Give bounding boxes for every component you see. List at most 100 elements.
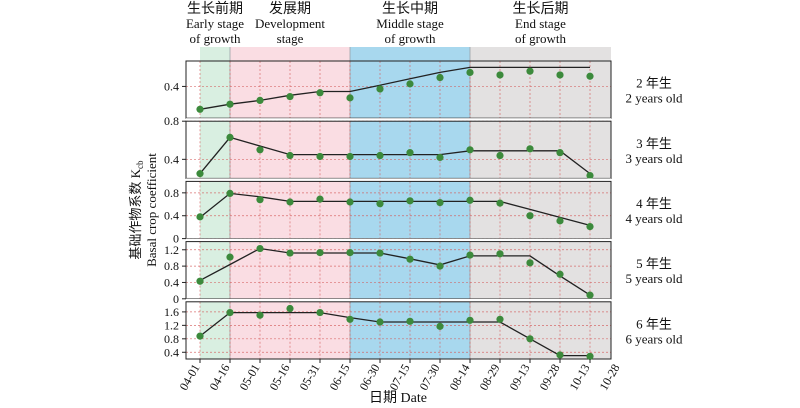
kcb-point xyxy=(346,249,354,257)
kcb-point xyxy=(556,71,564,79)
kcb-point xyxy=(226,133,234,142)
kcb-point xyxy=(226,308,234,317)
x-tick-label: 04-16 xyxy=(206,362,232,393)
kcb-point xyxy=(196,105,204,113)
stage-title-en: End stage xyxy=(515,16,566,31)
kcb-point xyxy=(256,96,264,105)
kcb-point xyxy=(316,195,324,203)
stage-title-en: Development xyxy=(255,16,325,31)
kcb-point xyxy=(256,146,264,154)
x-tick-label: 10-28 xyxy=(596,362,622,393)
stage-title-cn: 发展期 xyxy=(269,1,311,17)
panel-label-cn: 4 年生 xyxy=(636,196,672,211)
x-tick-label: 09-13 xyxy=(506,362,532,393)
kcb-point xyxy=(436,322,444,330)
y-tick-label: 0.4 xyxy=(164,275,179,289)
kcb-point xyxy=(496,71,504,79)
x-tick-label: 07-15 xyxy=(386,362,412,393)
y-axis-title-en: Basal crop coefficient xyxy=(144,153,159,267)
kcb-point xyxy=(496,250,504,258)
kcb-point xyxy=(496,315,504,323)
panel-gap xyxy=(186,298,611,302)
kcb-point xyxy=(556,351,564,359)
kcb-point xyxy=(526,67,534,75)
x-tick-label: 06-15 xyxy=(326,362,352,393)
y-tick-label: 1.2 xyxy=(164,318,179,332)
x-tick-label: 06-30 xyxy=(356,362,382,393)
kcb-point xyxy=(316,152,324,161)
panel-2: 0.4 0.8 3 年生3 years old xyxy=(164,114,683,180)
kcb-line xyxy=(199,247,591,296)
kcb-line xyxy=(199,192,591,227)
kcb-point xyxy=(196,277,204,285)
kcb-point xyxy=(346,152,354,161)
kcb-point xyxy=(466,68,474,77)
y-tick-label: 0.8 xyxy=(164,259,179,273)
x-tick-label: 07-30 xyxy=(416,362,442,393)
kcb-point xyxy=(376,318,384,326)
x-tick-label: 04-01 xyxy=(176,362,202,393)
y-axis-title-subscript: cb xyxy=(135,160,145,169)
y-tick-label: 1.2 xyxy=(164,243,179,257)
panel-gap xyxy=(186,238,611,242)
stage-title-en: stage xyxy=(277,31,304,46)
x-tick-label: 05-31 xyxy=(296,362,322,393)
stage-title-cn: 生长后期 xyxy=(513,1,569,17)
panel-label-cn: 2 年生 xyxy=(636,76,672,91)
y-tick-label: 0.4 xyxy=(164,209,179,223)
panel-frame xyxy=(185,301,612,360)
kcb-point xyxy=(256,244,264,253)
kcb-point xyxy=(256,196,264,204)
y-tick-label: 0.4 xyxy=(164,152,179,166)
x-tick-label: 05-01 xyxy=(236,362,262,393)
panel-label-cn: 3 年生 xyxy=(636,136,672,151)
panel-label-en: 6 years old xyxy=(625,331,683,346)
kcb-point xyxy=(226,253,234,261)
kcb-point xyxy=(376,151,384,160)
kcb-point xyxy=(406,149,414,157)
stage-title-en: of growth xyxy=(190,31,241,46)
kcb-point xyxy=(376,249,384,257)
y-axis-label: 基础作物系数 Kcb Basal crop coefficient xyxy=(128,153,159,267)
y-tick-label: 0 xyxy=(173,292,179,306)
kcb-line xyxy=(199,66,590,110)
panel-5: 0.40.81.21.6 6 年生6 years old xyxy=(164,298,683,360)
panel-label-en: 3 years old xyxy=(625,151,683,166)
y-tick-label: 0.4 xyxy=(164,345,179,359)
kcb-line xyxy=(199,311,590,357)
kcb-point xyxy=(286,304,294,313)
kcb-point xyxy=(346,315,354,323)
kcb-point xyxy=(466,196,474,204)
kcb-point xyxy=(376,200,384,208)
kcb-point xyxy=(286,198,294,206)
kcb-point xyxy=(346,198,354,206)
kcb-point xyxy=(466,316,474,324)
stage-title-en: Middle stage xyxy=(376,16,444,31)
kcb-point xyxy=(466,251,474,259)
panel-1: 0.4 2 年生2 years old xyxy=(164,60,683,119)
kcb-point xyxy=(526,212,534,220)
kcb-point xyxy=(436,73,444,82)
kcb-point xyxy=(286,249,294,257)
panel-label-cn: 6 年生 xyxy=(636,316,672,331)
x-tick-label: 08-14 xyxy=(446,362,472,393)
y-tick-label: 0.8 xyxy=(164,114,179,128)
kcb-point xyxy=(196,332,204,340)
kcb-point xyxy=(436,198,444,207)
stage-title-en: of growth xyxy=(515,31,566,46)
panel-gap xyxy=(186,118,611,122)
kcb-point xyxy=(556,149,564,157)
stage-band-0 xyxy=(200,47,230,359)
y-tick-label: 0.8 xyxy=(164,186,179,200)
kcb-point xyxy=(496,199,504,207)
stage-title-en: of growth xyxy=(385,31,436,46)
panel-frame xyxy=(185,180,612,240)
panel-label-en: 4 years old xyxy=(625,211,683,226)
kcb-point xyxy=(586,171,594,180)
kcb-point xyxy=(316,89,324,97)
stage-title-cn: 生长中期 xyxy=(382,1,438,17)
kcb-point xyxy=(376,85,384,93)
kcb-point xyxy=(256,311,264,319)
